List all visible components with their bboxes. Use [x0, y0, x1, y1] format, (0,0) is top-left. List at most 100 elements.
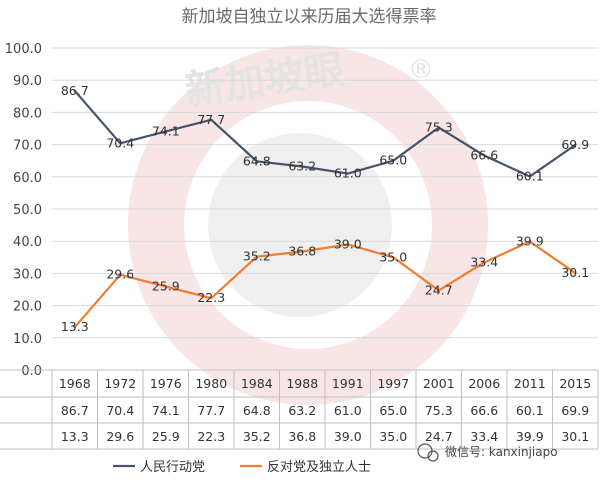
data-label: 86.7	[61, 83, 89, 98]
data-point	[437, 289, 440, 292]
x-category-label: 1997	[377, 376, 409, 391]
series-line-2	[73, 240, 576, 328]
y-axis-tick-labels: 0.0 10.0 20.0 30.0 40.0 50.0 60.0 70.0 80.0 90.0 1…	[5, 42, 42, 379]
data-point	[437, 126, 440, 129]
series-layer	[73, 89, 577, 329]
data-label: 30.1	[561, 265, 589, 280]
table-cell-value: 39.9	[516, 429, 544, 444]
table-cell-value: 60.1	[516, 403, 544, 418]
data-label: 24.7	[425, 282, 453, 297]
data-point	[483, 261, 486, 264]
data-label: 64.8	[243, 153, 271, 168]
table-cell-value: 33.4	[470, 429, 498, 444]
x-category-label: 1972	[104, 376, 136, 391]
data-label: 29.6	[106, 267, 134, 282]
data-label: 13.3	[61, 319, 89, 334]
data-label: 61.0	[334, 166, 362, 181]
data-label: 75.3	[425, 120, 453, 135]
chart-title: 新加坡自独立以来历届大选得票率	[182, 7, 437, 27]
data-point	[392, 159, 395, 162]
data-point	[255, 160, 258, 163]
data-label: 65.0	[379, 153, 407, 168]
data-labels-layer: 86.7 70.4 74.1 77.7 64.8 63.2 61.0 65.0 75.3 66.6…	[61, 83, 589, 334]
data-label: 25.9	[152, 279, 180, 294]
data-point	[346, 243, 349, 246]
series-line-1	[73, 90, 576, 178]
legend-label-1: 人民行动党	[140, 460, 205, 475]
data-label: 69.9	[561, 137, 589, 152]
table-cell-value: 65.0	[379, 403, 407, 418]
table-cell-value: 36.8	[288, 429, 316, 444]
table-cell-value: 77.7	[197, 403, 225, 418]
table-cell-value: 64.8	[243, 403, 271, 418]
data-point	[255, 255, 258, 258]
x-category-label: 1976	[150, 376, 182, 391]
x-category-label: 1980	[195, 376, 227, 391]
data-point	[164, 130, 167, 133]
data-label: 63.2	[288, 158, 316, 173]
wechat-id-text: 微信号: kanxinjiapo	[445, 445, 558, 459]
table-cell-value: 86.7	[61, 403, 89, 418]
data-label: 70.4	[106, 135, 134, 150]
watermark: 新加坡眼 ®	[128, 45, 488, 405]
data-label: 36.8	[288, 244, 316, 259]
x-category-label: 2001	[423, 376, 455, 391]
table-cell-value: 29.6	[106, 429, 134, 444]
data-point	[73, 89, 76, 93]
x-category-label: 1991	[332, 376, 364, 391]
legend-label-2: 反对党及独立人士	[267, 460, 371, 475]
x-category-label: 2015	[559, 376, 591, 391]
data-point	[164, 285, 167, 288]
y-tick-label: 40.0	[13, 235, 42, 250]
table-cell-value: 61.0	[334, 403, 362, 418]
data-point	[528, 175, 531, 178]
data-label: 66.6	[470, 148, 498, 163]
data-point	[210, 118, 213, 122]
table-cell-value: 63.2	[288, 403, 316, 418]
data-point	[346, 172, 349, 175]
data-point	[392, 256, 395, 259]
y-tick-label: 0.0	[21, 364, 42, 379]
table-cell-value: 30.1	[561, 429, 589, 444]
x-category-label: 1968	[59, 376, 91, 391]
watermark-disc	[208, 133, 392, 317]
table-cell-value: 66.6	[470, 403, 498, 418]
data-label: 35.2	[243, 249, 271, 264]
y-tick-label: 80.0	[13, 106, 42, 121]
y-tick-label: 20.0	[13, 300, 42, 315]
table-cell-value: 70.4	[106, 403, 134, 418]
data-point	[528, 240, 531, 243]
data-point	[574, 143, 577, 147]
data-point	[301, 165, 304, 168]
x-category-label: 2006	[468, 376, 500, 391]
y-tick-label: 100.0	[5, 42, 42, 57]
data-point	[210, 296, 213, 300]
data-point	[483, 154, 486, 157]
data-label: 39.0	[334, 236, 362, 251]
table-cell-value: 75.3	[425, 403, 453, 418]
table-cell-value: 22.3	[197, 429, 225, 444]
table-cell-value: 69.9	[561, 403, 589, 418]
data-label: 33.4	[470, 254, 498, 269]
table-cell-value: 25.9	[152, 429, 180, 444]
data-label: 39.9	[516, 234, 544, 249]
y-tick-label: 90.0	[13, 74, 42, 89]
wechat-icon-small	[427, 450, 439, 462]
table-cell-value: 74.1	[152, 403, 180, 418]
legend: 人民行动党 反对党及独立人士	[113, 460, 371, 475]
table-cell-value: 39.0	[334, 429, 362, 444]
wechat-watermark: 微信号: kanxinjiapo	[417, 443, 558, 462]
y-tick-label: 10.0	[13, 332, 42, 347]
table-cell-value: 35.0	[379, 429, 407, 444]
data-label: 35.0	[379, 249, 407, 264]
data-point	[119, 142, 122, 145]
data-label: 77.7	[197, 112, 225, 127]
x-category-label: 1984	[241, 376, 273, 391]
data-label: 60.1	[516, 168, 544, 183]
x-category-label: 1988	[286, 376, 318, 391]
data-point	[301, 250, 304, 253]
data-table: 1968 1972 1976 1980 1984 1988 1991 1997 2001 2006…	[0, 369, 599, 450]
y-tick-label: 50.0	[13, 203, 42, 218]
data-label: 74.1	[152, 123, 180, 138]
